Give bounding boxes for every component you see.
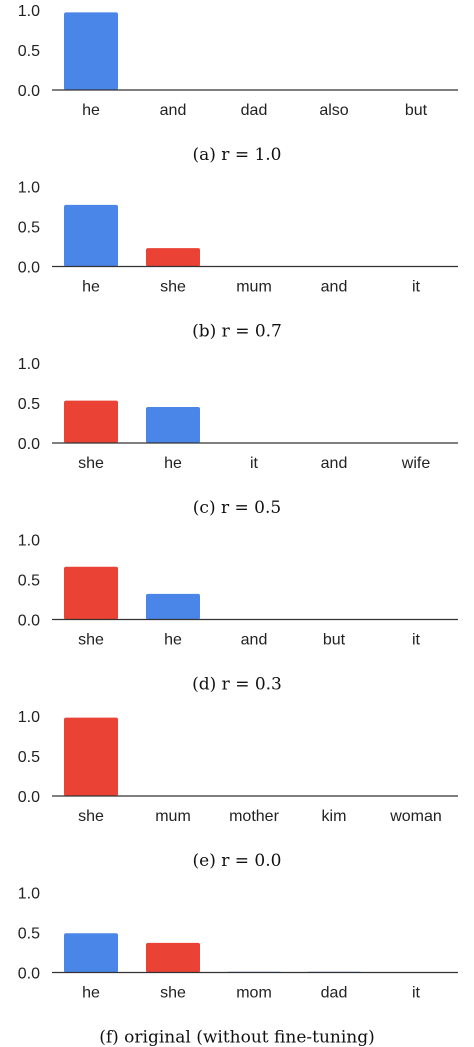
bar-he [146,593,200,620]
y-tick-label: 1.0 [18,709,40,726]
category-label: wife [401,455,431,472]
category-label: woman [389,808,442,825]
bar-she [146,942,200,973]
y-tick-label: 0.0 [18,966,40,983]
y-tick-label: 0.5 [18,749,40,766]
bar-he [64,12,118,90]
category-label: he [82,985,100,1002]
chart-caption: (e) r = 0.0 [193,851,282,871]
bar-he [64,204,118,267]
category-label: she [78,632,104,649]
category-label: he [82,102,100,119]
y-tick-label: 0.0 [18,613,40,630]
category-label: she [78,808,104,825]
category-label: mother [229,808,279,825]
category-label: mom [236,985,272,1002]
y-tick-label: 0.5 [18,573,40,590]
category-label: also [319,102,348,119]
y-tick-label: 1.0 [18,180,40,197]
category-label: dad [241,102,268,119]
y-tick-label: 0.5 [18,43,40,60]
category-label: and [321,279,348,296]
category-label: mum [236,279,272,296]
chart-caption: (b) r = 0.7 [192,322,282,342]
category-label: she [160,279,186,296]
bar-she [64,566,118,620]
chart-caption: (d) r = 0.3 [192,675,282,695]
category-label: and [321,455,348,472]
y-tick-label: 0.0 [18,789,40,806]
chart-caption: (a) r = 1.0 [192,145,281,165]
category-label: it [412,985,421,1002]
y-tick-label: 0.5 [18,396,40,413]
y-tick-label: 1.0 [18,886,40,903]
category-label: it [412,632,421,649]
bar-she [146,248,200,267]
y-tick-label: 0.0 [18,83,40,100]
category-label: she [78,455,104,472]
y-tick-label: 1.0 [18,356,40,373]
category-label: mum [155,808,191,825]
category-label: and [241,632,268,649]
category-label: but [405,102,428,119]
category-label: kim [322,808,347,825]
y-tick-label: 0.0 [18,436,40,453]
category-label: it [250,455,259,472]
category-label: dad [321,985,348,1002]
bar-she [64,400,118,443]
category-label: he [82,279,100,296]
y-tick-label: 0.5 [18,220,40,237]
category-label: she [160,985,186,1002]
category-label: but [323,632,346,649]
chart-caption: (f) original (without fine-tuning) [99,1028,375,1047]
category-label: it [412,279,421,296]
bar-he [146,407,200,443]
y-tick-label: 1.0 [18,3,40,20]
chart-caption: (c) r = 0.5 [193,498,281,518]
y-tick-label: 0.5 [18,926,40,943]
bar-he [64,933,118,973]
bar-she [64,717,118,796]
category-label: he [164,455,182,472]
category-label: he [164,632,182,649]
y-tick-label: 1.0 [18,533,40,550]
category-label: and [160,102,187,119]
y-tick-label: 0.0 [18,260,40,277]
